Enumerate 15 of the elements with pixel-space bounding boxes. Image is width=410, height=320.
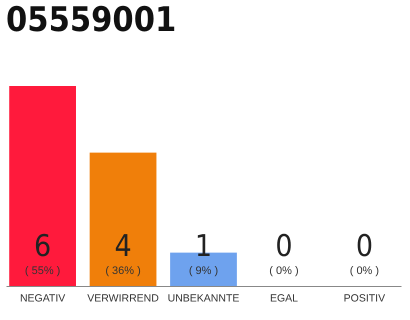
data-label: 0: [275, 229, 293, 264]
annotation: ( 55% ): [24, 265, 60, 277]
annotation: ( 0% ): [350, 265, 380, 277]
annotation: ( 36% ): [105, 265, 141, 277]
x-tick-label: NEGATIV: [20, 292, 66, 304]
data-label: 6: [34, 229, 52, 264]
x-tick-label: POSITIV: [344, 292, 386, 304]
annotation: ( 0% ): [269, 265, 299, 277]
x-tick-label: UNBEKANNTE: [168, 292, 240, 304]
data-label: 0: [356, 229, 373, 264]
annotation: ( 9% ): [188, 265, 218, 277]
x-tick-label: EGAL: [270, 292, 298, 304]
data-label: 4: [114, 229, 132, 264]
chart-title: 05559001: [6, 0, 176, 40]
x-tick-label: VERWIRREND: [87, 292, 160, 304]
